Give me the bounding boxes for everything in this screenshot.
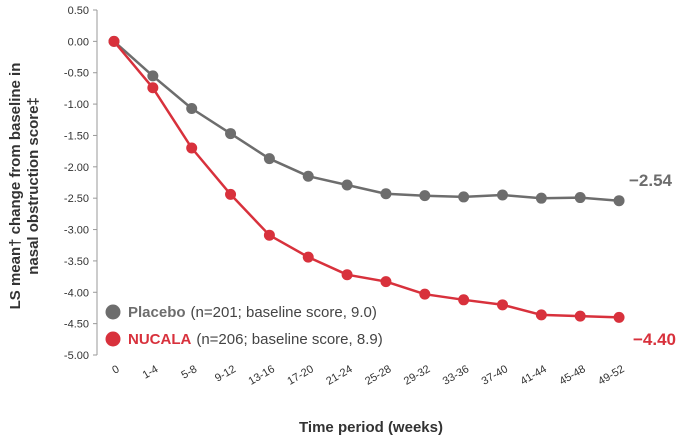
placebo-legend-label: Placebo (n=201; baseline score, 9.0) <box>128 304 377 321</box>
y-tick-label: -0.50 <box>64 68 89 80</box>
placebo-data-point <box>458 191 470 203</box>
x-axis-title: Time period (weeks) <box>299 419 443 436</box>
nucala-data-point <box>574 310 586 322</box>
end-labels: −2.54 −4.40 <box>629 171 676 349</box>
x-tick-label: 5-8 <box>179 363 199 381</box>
x-tick-label: 1-4 <box>141 363 161 381</box>
x-tick-label: 0 <box>110 363 121 376</box>
nucala-data-point <box>225 188 237 200</box>
x-axis: 0 1-4 5-8 9-12 13-16 17-20 21-24 25-28 29-32 33-3… <box>110 363 626 387</box>
placebo-data-point <box>497 189 508 201</box>
y-tick-label: -2.00 <box>64 162 89 174</box>
placebo-data-point <box>419 190 431 202</box>
nucala-data-point <box>302 251 314 263</box>
x-tick-label: 13-16 <box>247 363 277 387</box>
y-tick-label: -5.00 <box>64 350 89 362</box>
x-tick-label: 25-28 <box>363 363 393 387</box>
placebo-data-point <box>613 195 625 207</box>
nucala-data-point <box>458 294 470 306</box>
nucala-end-label: −4.40 <box>633 330 676 349</box>
placebo-data-point <box>147 70 159 82</box>
nucala-data-point <box>186 142 198 154</box>
x-tick-label: 41-44 <box>518 363 548 387</box>
x-tick-label: 37-40 <box>480 363 510 387</box>
series-layer <box>108 35 625 323</box>
y-tick-label: -4.50 <box>64 319 89 331</box>
nucala-data-point <box>147 82 159 94</box>
y-tick-label: -2.50 <box>64 193 89 205</box>
nucala-series-line <box>113 40 620 319</box>
y-tick-label: 0.50 <box>68 5 89 17</box>
nucala-data-point <box>380 276 392 288</box>
placebo-data-point <box>535 192 547 204</box>
x-tick-label: 17-20 <box>285 363 315 387</box>
nucala-legend-marker <box>105 331 121 347</box>
placebo-data-point <box>225 128 237 140</box>
nucala-data-point <box>341 269 353 281</box>
y-tick-label: -1.00 <box>64 99 89 111</box>
x-tick-label: 9-12 <box>213 363 238 384</box>
placebo-data-point <box>302 170 314 182</box>
placebo-data-point <box>380 188 392 200</box>
legend: Placebo (n=201; baseline score, 9.0) NUCAL… <box>105 304 383 348</box>
y-tick-label: -3.00 <box>64 225 89 237</box>
y-tick-label: -3.50 <box>64 256 89 268</box>
y-tick-label: -4.00 <box>64 287 89 299</box>
nucala-data-point <box>535 309 547 321</box>
nucala-data-point <box>497 299 508 311</box>
x-tick-label: 21-24 <box>324 363 354 387</box>
y-tick-label: -1.50 <box>64 130 89 142</box>
nucala-data-point <box>419 288 431 300</box>
placebo-data-point <box>574 192 586 204</box>
nucala-data-point <box>263 229 275 241</box>
placebo-series-line <box>113 40 620 202</box>
placebo-data-point <box>341 179 353 191</box>
y-axis-title-line-2: nasal obstruction score‡ <box>25 97 42 275</box>
nucala-data-point <box>613 311 625 323</box>
placebo-end-label: −2.54 <box>629 171 673 190</box>
x-tick-label: 49-52 <box>596 363 626 387</box>
nucala-legend-label: NUCALA (n=206; baseline score, 8.9) <box>128 331 383 348</box>
placebo-data-point <box>186 102 198 114</box>
x-tick-label: 29-32 <box>402 363 432 387</box>
x-tick-label: 45-48 <box>557 363 587 387</box>
y-axis: 0.50 0.00 -0.50 -1.00 -1.50 -2.00 -2.50 -3.00 -3… <box>64 5 98 362</box>
y-axis-title: LS mean† change from baseline in nasal ob… <box>7 63 42 310</box>
x-tick-label: 33-36 <box>441 363 471 387</box>
nucala-data-point <box>108 35 120 47</box>
y-axis-title-line-1: LS mean† change from baseline in <box>7 63 24 310</box>
placebo-legend-marker <box>105 304 121 320</box>
placebo-data-point <box>263 153 275 165</box>
y-tick-label: 0.00 <box>68 36 89 48</box>
